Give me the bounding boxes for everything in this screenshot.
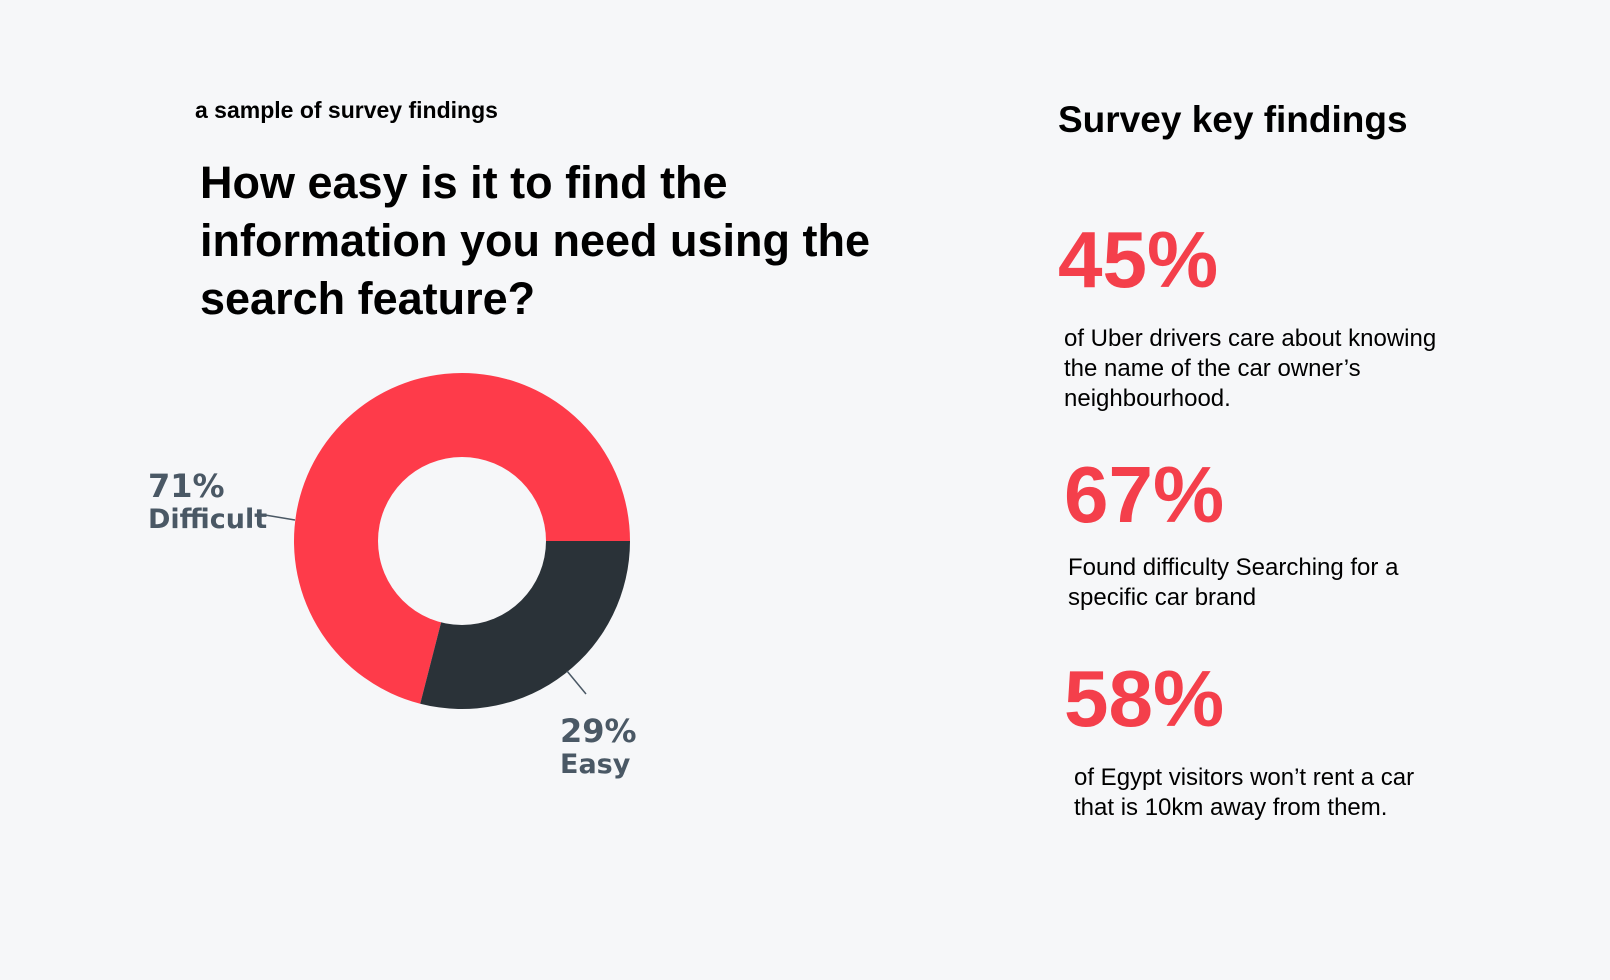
slice-name: Difficult: [148, 504, 268, 535]
survey-question-line: How easy is it to find the: [200, 157, 728, 208]
slice-percent: 71%: [148, 467, 225, 505]
finding-item: 67% Found difficulty Searching for a spe…: [1064, 453, 1448, 613]
finding-value: 58%: [1064, 654, 1225, 743]
donut-hole: [378, 457, 546, 625]
survey-question-line: information you need using the: [200, 215, 871, 266]
findings-title: Survey key findings: [1058, 99, 1408, 140]
slice-label-difficult: 71% Difficult: [148, 469, 267, 537]
survey-question-line: search feature?: [200, 273, 536, 324]
finding-value: 67%: [1064, 450, 1225, 539]
slice-percent: 29%: [560, 712, 637, 750]
leader-line-difficult: [264, 514, 296, 521]
finding-text: Found difficulty Searching for a specifi…: [1068, 554, 1399, 611]
finding-item: 45% of Uber drivers care about knowing t…: [1058, 218, 1444, 414]
section-caption: a sample of survey findings: [195, 97, 498, 123]
slice-name: Easy: [560, 749, 631, 780]
leader-line-easy: [566, 670, 587, 695]
finding-value: 45%: [1058, 215, 1219, 304]
finding-item: 58% of Egypt visitors won’t rent a car t…: [1064, 657, 1454, 823]
finding-text: of Uber drivers care about knowing the n…: [1064, 325, 1437, 412]
finding-text: of Egypt visitors won’t rent a car that …: [1074, 764, 1415, 821]
slice-label-easy: 29% Easy: [560, 714, 637, 782]
survey-question: How easy is it to find the information y…: [200, 154, 960, 328]
